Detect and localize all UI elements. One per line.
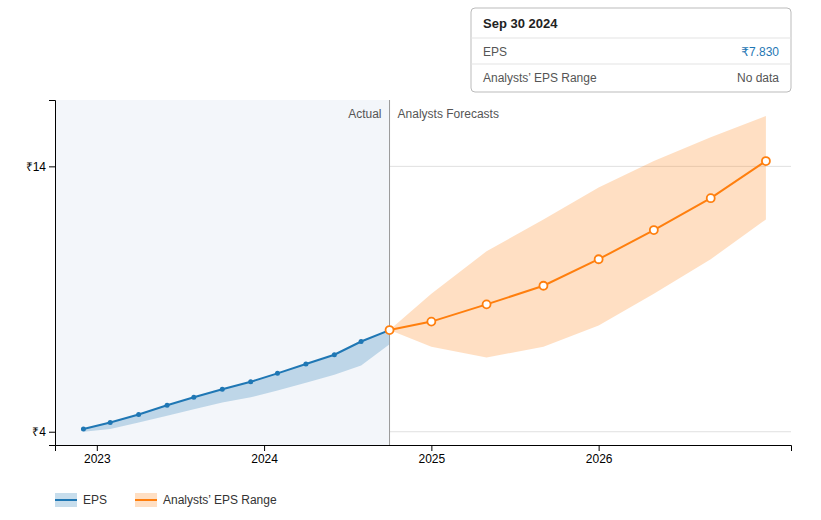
tick-mark bbox=[599, 445, 600, 451]
band bbox=[83, 330, 389, 432]
tooltip-value: ₹7.830 bbox=[741, 45, 779, 59]
marker bbox=[762, 157, 770, 165]
tooltip-label: EPS bbox=[483, 45, 507, 59]
tick: 2025 bbox=[419, 445, 446, 466]
tick-label: 2023 bbox=[84, 452, 111, 466]
tick-label: ₹4 bbox=[32, 425, 46, 439]
tick-label: 2025 bbox=[419, 452, 446, 466]
divider bbox=[389, 100, 390, 445]
marker bbox=[81, 427, 86, 432]
axis-line bbox=[49, 101, 56, 446]
marks bbox=[55, 100, 770, 445]
marker bbox=[650, 226, 658, 234]
tooltip: Sep 30 2024 EPS ₹7.830 Analysts’ EPS Range N… bbox=[471, 8, 791, 92]
marker bbox=[332, 352, 337, 357]
marker bbox=[108, 420, 113, 425]
actual-region bbox=[55, 100, 390, 445]
marker bbox=[248, 379, 253, 384]
tooltip-value: No data bbox=[737, 71, 779, 85]
marker bbox=[136, 412, 141, 417]
tick-label: 2024 bbox=[251, 452, 278, 466]
marker bbox=[386, 326, 394, 334]
marker bbox=[539, 282, 547, 290]
marker bbox=[595, 255, 603, 263]
legend-label: Analysts’ EPS Range bbox=[163, 493, 277, 507]
legend: EPS Analysts’ EPS Range bbox=[55, 493, 277, 507]
line bbox=[83, 330, 389, 429]
annotation: Analysts Forecasts bbox=[398, 107, 499, 121]
tick-mark bbox=[97, 445, 98, 451]
legend-label: EPS bbox=[83, 493, 107, 507]
tick-mark bbox=[49, 432, 55, 433]
marker bbox=[220, 387, 225, 392]
annotations: Actual Analysts Forecasts bbox=[348, 107, 499, 121]
chart: 2023 2024 2025 2026 ₹4 ₹14 Actual Analysts Fore… bbox=[0, 0, 821, 520]
x-axis: 2023 2024 2025 2026 bbox=[56, 445, 792, 466]
legend-swatch bbox=[55, 493, 77, 507]
marker bbox=[303, 362, 308, 367]
tick: ₹14 bbox=[26, 160, 55, 174]
tick-label: ₹14 bbox=[26, 160, 47, 174]
tick-mark bbox=[49, 166, 55, 167]
tooltip-title: Sep 30 2024 bbox=[483, 16, 558, 31]
tick-label: 2026 bbox=[586, 452, 613, 466]
tick-mark bbox=[431, 445, 432, 451]
annotation: Actual bbox=[348, 107, 381, 121]
legend-swatch bbox=[135, 499, 157, 501]
line bbox=[390, 161, 766, 330]
marker bbox=[427, 318, 435, 326]
marker bbox=[275, 371, 280, 376]
legend-swatch bbox=[135, 493, 157, 507]
band bbox=[390, 116, 766, 358]
legend-item: EPS bbox=[55, 493, 107, 507]
plot: 2023 2024 2025 2026 ₹4 ₹14 Actual Analysts Fore… bbox=[26, 100, 792, 466]
tick: 2023 bbox=[84, 445, 111, 466]
tooltip-box bbox=[471, 8, 791, 92]
tick: ₹4 bbox=[32, 425, 55, 439]
tick-mark bbox=[264, 445, 265, 451]
tooltip-label: Analysts’ EPS Range bbox=[483, 71, 597, 85]
marker bbox=[359, 339, 364, 344]
tick: 2024 bbox=[251, 445, 278, 466]
legend-item: Analysts’ EPS Range bbox=[135, 493, 277, 507]
tick: 2026 bbox=[586, 445, 613, 466]
marker bbox=[483, 300, 491, 308]
axis-line bbox=[56, 446, 792, 452]
marker bbox=[191, 395, 196, 400]
marker bbox=[165, 403, 170, 408]
legend-swatch bbox=[55, 499, 77, 501]
tooltip-separator bbox=[471, 38, 791, 39]
marker bbox=[707, 194, 715, 202]
tooltip-separator bbox=[471, 64, 791, 65]
y-axis: ₹4 ₹14 bbox=[26, 101, 56, 446]
